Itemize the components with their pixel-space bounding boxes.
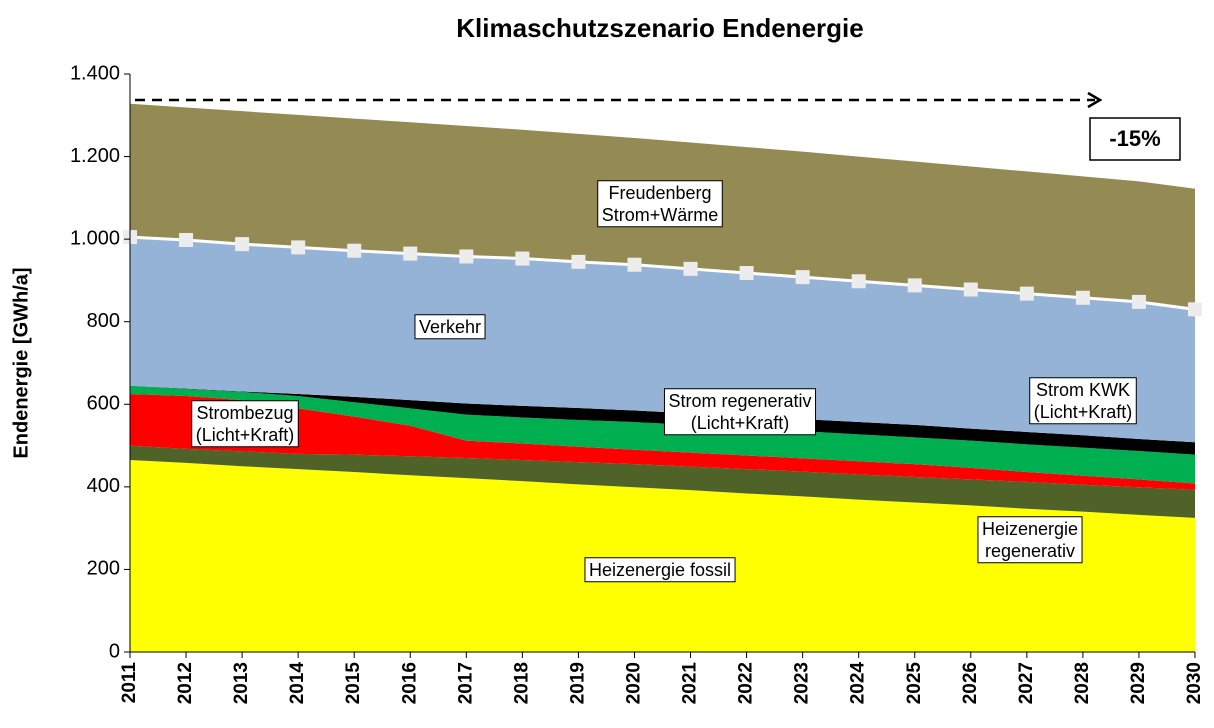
series-label: Heizenergie fossil (584, 557, 736, 583)
label-text: Freudenberg Strom+Wärme (602, 183, 719, 225)
marker (851, 274, 866, 289)
x-tick-label: 2012 (175, 662, 196, 704)
series-label: Strom KWK (Licht+Kraft) (1029, 377, 1137, 425)
area (130, 460, 1195, 652)
x-tick-label: 2021 (680, 662, 701, 705)
x-tick-label: 2025 (904, 662, 925, 705)
series-label: Verkehr (414, 314, 486, 340)
marker (739, 265, 754, 280)
x-tick-label: 2027 (1016, 662, 1037, 704)
x-tick-label: 2014 (287, 662, 308, 705)
annotation: -15% (1109, 126, 1160, 151)
label-box (584, 557, 736, 583)
marker (1075, 290, 1090, 305)
label-box (1029, 377, 1137, 425)
label-text: Verkehr (419, 317, 481, 337)
y-tick-label: 0 (109, 640, 120, 662)
x-tick-label: 2017 (455, 662, 476, 704)
marker (459, 249, 474, 264)
x-tick-label: 2018 (511, 662, 532, 704)
marker (347, 243, 362, 258)
annotation-box (1089, 117, 1181, 161)
y-axis-label: Endenergie [GWh/a] (10, 267, 32, 458)
x-tick-label: 2019 (567, 662, 588, 704)
label-box (414, 314, 486, 340)
label-box (663, 388, 817, 436)
marker (403, 246, 418, 261)
marker (907, 278, 922, 293)
series-label: Strom regenerativ (Licht+Kraft) (663, 388, 817, 436)
x-tick-label: 2013 (231, 662, 252, 704)
series-line (129, 235, 1196, 311)
y-tick-label: 600 (87, 393, 120, 415)
x-tick-label: 2030 (1184, 662, 1205, 704)
x-tick-label: 2016 (399, 662, 420, 704)
x-tick-label: 2029 (1128, 662, 1149, 704)
series-label: Freudenberg Strom+Wärme (597, 180, 723, 228)
x-tick-label: 2020 (623, 662, 644, 704)
x-tick-label: 2022 (736, 662, 757, 704)
area (130, 385, 1195, 455)
marker (1131, 294, 1146, 309)
x-tick-label: 2026 (960, 662, 981, 704)
x-tick-label: 2024 (848, 662, 869, 705)
marker (1019, 286, 1034, 301)
marker (515, 251, 530, 266)
y-tick-label: 1.200 (70, 145, 120, 167)
area (130, 237, 1195, 443)
area (130, 385, 1195, 484)
y-tick-label: 200 (87, 558, 120, 580)
y-tick-label: 400 (87, 475, 120, 497)
label-text: Strombezug (Licht+Kraft) (196, 403, 295, 445)
label-text: Strom regenerativ (Licht+Kraft) (668, 391, 811, 433)
marker (179, 232, 194, 247)
y-tick-label: 1.400 (70, 62, 120, 84)
label-text: Heizenergie fossil (589, 560, 731, 580)
x-tick-label: 2015 (343, 662, 364, 705)
x-tick-label: 2011 (119, 662, 140, 704)
marker (963, 282, 978, 297)
marker (795, 270, 810, 285)
area (130, 445, 1195, 518)
label-text: Strom KWK (Licht+Kraft) (1034, 380, 1133, 422)
marker (291, 240, 306, 255)
y-tick-label: 1.000 (70, 227, 120, 249)
series-label: Strombezug (Licht+Kraft) (191, 400, 299, 448)
marker (683, 261, 698, 276)
area (130, 393, 1195, 490)
series-label: Heizenergie regenerativ (977, 516, 1083, 564)
label-box (597, 180, 723, 228)
x-tick-label: 2023 (792, 662, 813, 704)
marker (1188, 302, 1202, 317)
arrow-head (1087, 91, 1103, 109)
y-tick-label: 800 (87, 310, 120, 332)
marker (235, 237, 250, 252)
label-box (977, 516, 1083, 564)
chart-title: Klimaschutzszenario Endenergie (456, 13, 863, 43)
label-text: Heizenergie regenerativ (982, 519, 1078, 561)
x-tick-label: 2028 (1072, 662, 1093, 704)
label-box (191, 400, 299, 448)
marker (627, 257, 642, 272)
marker (571, 254, 586, 269)
